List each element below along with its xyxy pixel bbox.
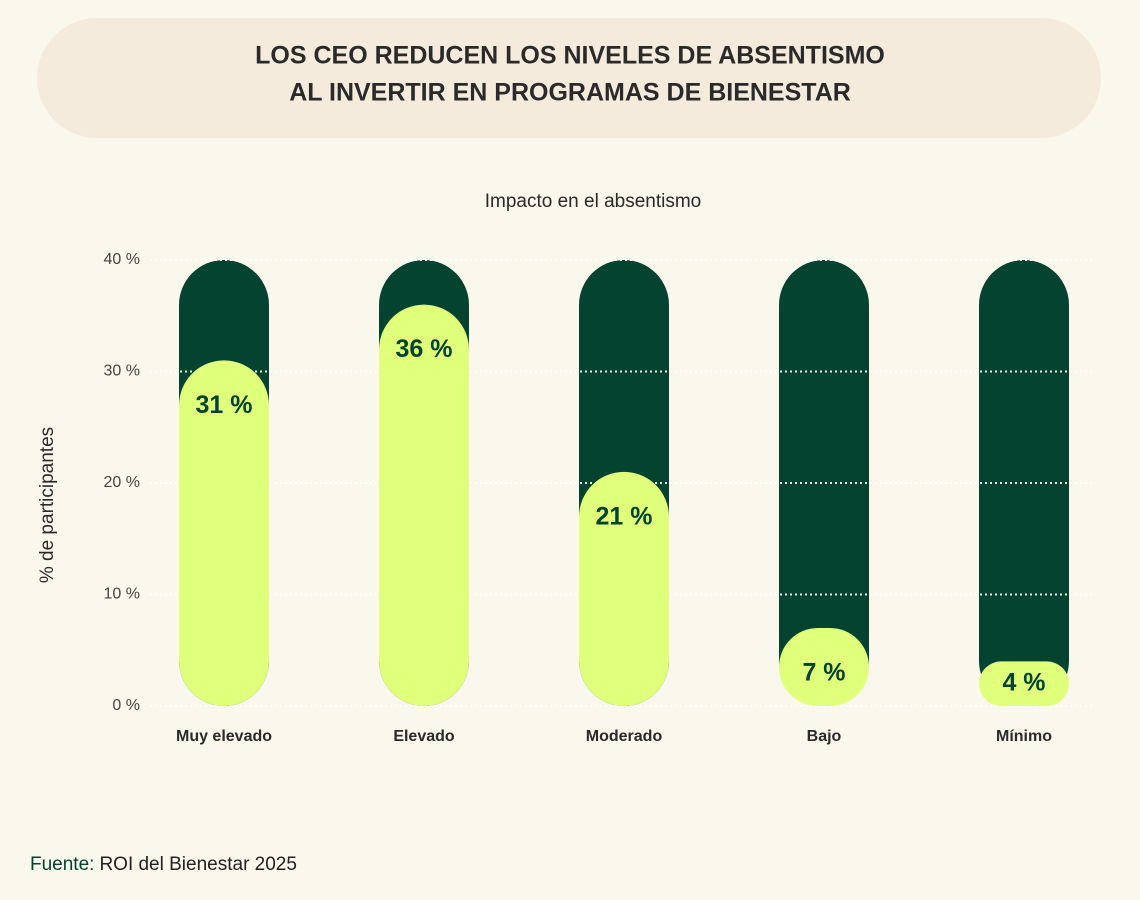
value-label: 31 %	[196, 391, 253, 419]
value-label: 36 %	[396, 335, 453, 363]
x-tick-label: Moderado	[586, 728, 663, 745]
bar	[579, 471, 669, 706]
x-tick-label: Muy elevado	[176, 728, 272, 745]
y-axis-label: % de participantes	[37, 427, 58, 583]
title-box	[37, 18, 1101, 138]
y-tick-label: 40 %	[104, 251, 140, 268]
chart-subtitle: Impacto en el absentismo	[485, 191, 702, 212]
x-tick-label: Mínimo	[996, 728, 1052, 745]
value-label: 7 %	[802, 659, 845, 687]
bar	[179, 360, 269, 706]
y-tick-label: 10 %	[104, 586, 140, 603]
source-text: ROI del Bienestar 2025	[99, 854, 297, 875]
chart-title: AL INVERTIR EN PROGRAMAS DE BIENESTAR	[289, 79, 851, 107]
x-tick-label: Elevado	[393, 728, 455, 745]
bar	[779, 627, 869, 706]
source: Fuente: ROI del Bienestar 2025	[30, 854, 297, 875]
y-tick-label: 20 %	[104, 474, 140, 491]
value-label: 21 %	[596, 502, 653, 530]
chart-title: LOS CEO REDUCEN LOS NIVELES DE ABSENTISM…	[255, 42, 885, 70]
y-tick-label: 0 %	[112, 697, 140, 714]
source-label: Fuente:	[30, 854, 94, 875]
y-tick-label: 30 %	[104, 363, 140, 380]
value-label: 4 %	[1002, 669, 1045, 697]
x-tick-label: Bajo	[807, 728, 842, 745]
bar	[379, 304, 469, 706]
bar	[979, 661, 1069, 706]
